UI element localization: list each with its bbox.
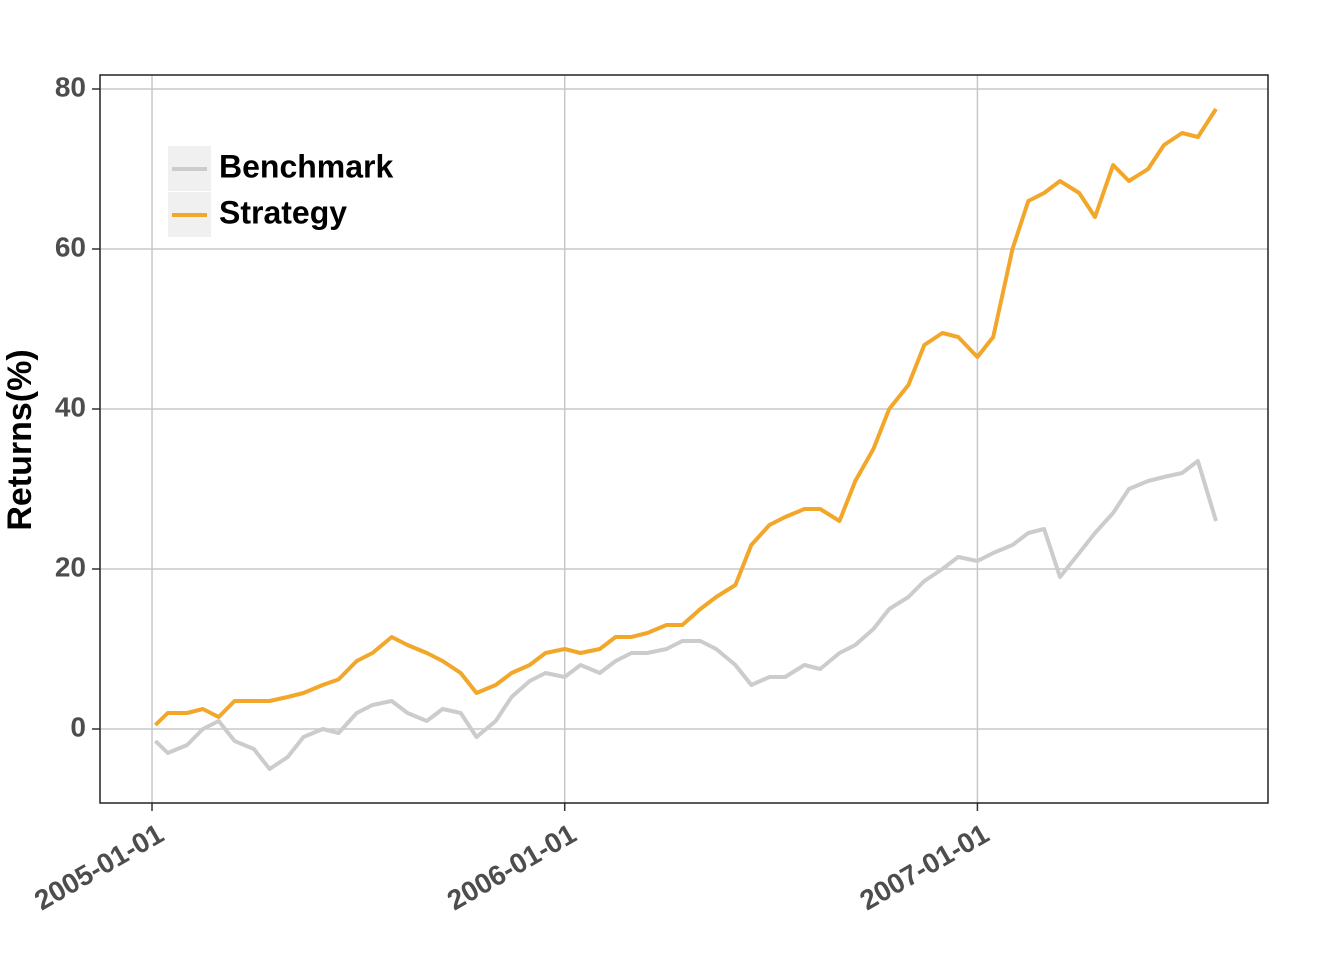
y-tick-label: 40	[55, 391, 86, 422]
x-tick-label: 2005-01-01	[29, 818, 169, 916]
y-tick-label: 20	[55, 551, 86, 582]
y-tick-label: 0	[70, 711, 86, 742]
y-tick-label: 60	[55, 231, 86, 262]
x-tick-label: 2007-01-01	[855, 818, 995, 916]
series-line	[154, 459, 1218, 771]
x-tick-label: 2006-01-01	[442, 818, 582, 916]
y-tick-label: 80	[55, 71, 86, 102]
legend-label: Strategy	[219, 194, 347, 230]
series-line	[154, 107, 1218, 727]
plot-border	[99, 74, 1269, 804]
legend-label: Benchmark	[219, 148, 394, 184]
legend: Benchmark Strategy	[168, 146, 394, 237]
y-axis-label: Returns(%)	[1, 349, 39, 530]
